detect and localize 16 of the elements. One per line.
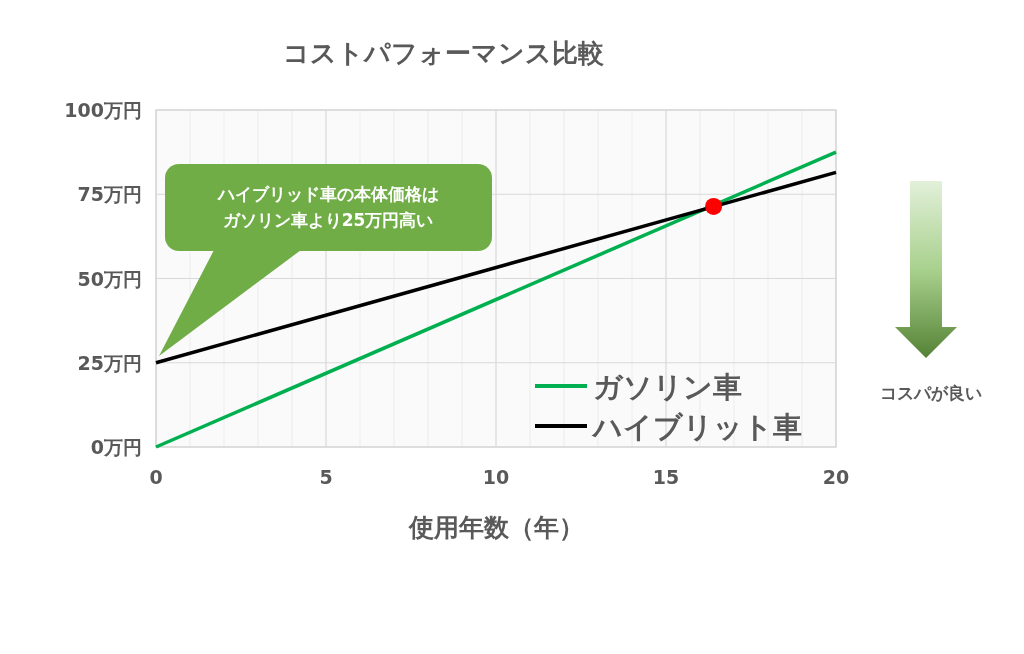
legend-label: ガソリン車 bbox=[593, 370, 742, 404]
y-tick-label: 100万円 bbox=[64, 99, 142, 121]
y-tick-label: 25万円 bbox=[77, 351, 142, 374]
y-tick-label: 75万円 bbox=[77, 183, 142, 206]
legend-label: ハイブリット車 bbox=[591, 410, 802, 444]
chart-title: コストパフォーマンス比較 bbox=[282, 38, 605, 68]
text: コスパが良い bbox=[880, 383, 982, 403]
x-axis-title: 使用年数（年） bbox=[407, 513, 584, 542]
x-tick-label: 10 bbox=[482, 466, 510, 488]
y-tick-label: 50万円 bbox=[77, 267, 142, 290]
x-tick-label: 15 bbox=[652, 466, 680, 488]
x-tick-label: 0 bbox=[149, 466, 163, 488]
x-tick-label: 20 bbox=[822, 466, 850, 488]
x-tick-label: 5 bbox=[319, 466, 333, 488]
annotation: ハイブリッド車の本体価格はガソリン車より25万円高い bbox=[215, 184, 439, 230]
y-tick-label: 0万円 bbox=[90, 436, 142, 458]
